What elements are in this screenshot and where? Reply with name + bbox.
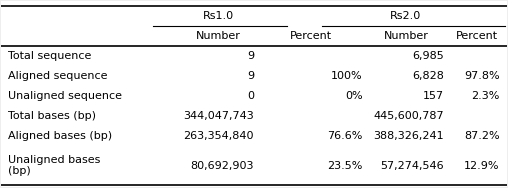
Text: Unaligned bases
(bp): Unaligned bases (bp) bbox=[8, 155, 101, 176]
Text: 263,354,840: 263,354,840 bbox=[183, 131, 254, 141]
Text: 0: 0 bbox=[247, 91, 254, 101]
Text: 6,828: 6,828 bbox=[412, 71, 444, 81]
Text: 6,985: 6,985 bbox=[412, 51, 444, 61]
Text: 388,326,241: 388,326,241 bbox=[373, 131, 444, 141]
Text: Percent: Percent bbox=[290, 31, 332, 41]
Text: Number: Number bbox=[384, 31, 428, 41]
Text: 445,600,787: 445,600,787 bbox=[373, 111, 444, 121]
Text: Aligned sequence: Aligned sequence bbox=[8, 71, 108, 81]
Text: Number: Number bbox=[196, 31, 241, 41]
Text: 97.8%: 97.8% bbox=[464, 71, 500, 81]
Text: Percent: Percent bbox=[456, 31, 498, 41]
Text: 157: 157 bbox=[423, 91, 444, 101]
Text: 344,047,743: 344,047,743 bbox=[183, 111, 254, 121]
Text: 57,274,546: 57,274,546 bbox=[380, 161, 444, 171]
Text: 9: 9 bbox=[247, 51, 254, 61]
Text: 2.3%: 2.3% bbox=[471, 91, 500, 101]
Text: 100%: 100% bbox=[331, 71, 363, 81]
Text: 80,692,903: 80,692,903 bbox=[190, 161, 254, 171]
Text: Rs2.0: Rs2.0 bbox=[390, 11, 422, 21]
Text: Unaligned sequence: Unaligned sequence bbox=[8, 91, 122, 101]
Text: 9: 9 bbox=[247, 71, 254, 81]
Text: 12.9%: 12.9% bbox=[464, 161, 500, 171]
Text: Total sequence: Total sequence bbox=[8, 51, 91, 61]
Text: Rs1.0: Rs1.0 bbox=[203, 11, 234, 21]
Text: 76.6%: 76.6% bbox=[328, 131, 363, 141]
Text: Aligned bases (bp): Aligned bases (bp) bbox=[8, 131, 112, 141]
Text: 87.2%: 87.2% bbox=[464, 131, 500, 141]
Text: 23.5%: 23.5% bbox=[328, 161, 363, 171]
Text: Total bases (bp): Total bases (bp) bbox=[8, 111, 97, 121]
Text: 0%: 0% bbox=[345, 91, 363, 101]
